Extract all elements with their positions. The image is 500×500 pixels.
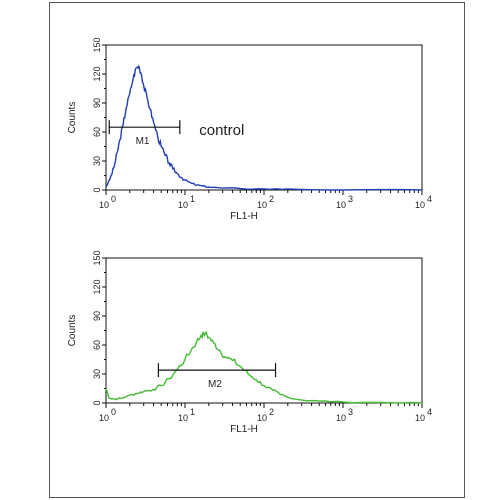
x-tick-label: 10 (178, 413, 188, 423)
y-tick-label: 0 (92, 400, 102, 405)
y-tick-label: 90 (92, 311, 102, 321)
x-axis-label: FL1-H (230, 424, 258, 435)
x-tick-exponent: 1 (190, 407, 195, 417)
histogram-panel-control: 0306090120150Counts100101102103104FL1-HM… (67, 37, 432, 222)
y-tick-label: 90 (92, 98, 102, 108)
x-tick-exponent: 2 (269, 194, 274, 204)
histogram-series-line (105, 64, 423, 191)
x-axis-label: FL1-H (230, 211, 258, 222)
x-tick-exponent: 3 (348, 194, 353, 204)
histogram-series-line (105, 330, 423, 404)
y-tick-label: 60 (92, 340, 102, 350)
x-tick-exponent: 4 (427, 194, 432, 204)
x-tick-exponent: 0 (111, 194, 116, 204)
x-tick-label: 10 (415, 200, 425, 210)
x-tick-label: 10 (257, 200, 267, 210)
x-tick-label: 10 (336, 413, 346, 423)
y-tick-label: 0 (92, 187, 102, 192)
x-tick-label: 10 (99, 200, 109, 210)
x-tick-label: 10 (257, 413, 267, 423)
x-tick-exponent: 2 (269, 407, 274, 417)
y-tick-label: 60 (92, 127, 102, 137)
y-tick-label: 120 (92, 279, 102, 294)
histogram-panel-sample: 0306090120150Counts100101102103104FL1-HM… (67, 250, 432, 435)
figure-border (49, 2, 465, 498)
x-tick-exponent: 4 (427, 407, 432, 417)
x-tick-exponent: 3 (348, 407, 353, 417)
x-tick-label: 10 (336, 200, 346, 210)
x-tick-label: 10 (99, 413, 109, 423)
y-tick-label: 120 (92, 66, 102, 81)
x-tick-label: 10 (415, 413, 425, 423)
x-tick-exponent: 0 (111, 407, 116, 417)
y-tick-label: 30 (92, 156, 102, 166)
x-tick-exponent: 1 (190, 194, 195, 204)
y-axis-label: Counts (67, 102, 78, 134)
x-tick-label: 10 (178, 200, 188, 210)
y-axis-label: Counts (67, 315, 78, 347)
y-tick-label: 150 (92, 37, 102, 52)
y-tick-label: 150 (92, 250, 102, 265)
gate-label: M1 (136, 136, 150, 147)
y-tick-label: 30 (92, 369, 102, 379)
control-annotation: control (199, 122, 244, 139)
gate-label: M2 (208, 379, 222, 390)
